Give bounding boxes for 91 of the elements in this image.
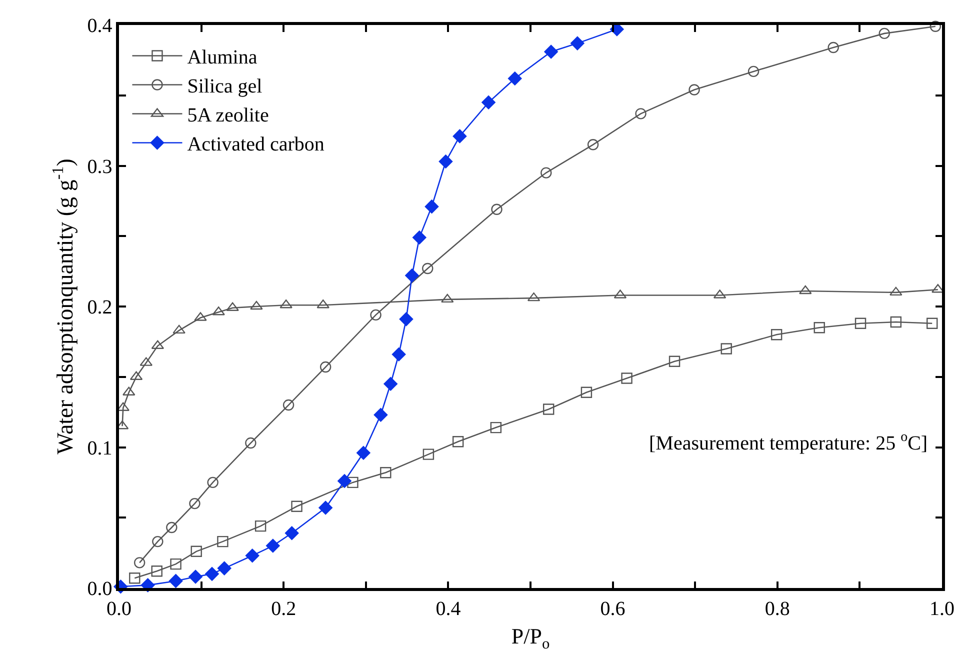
point [370, 309, 382, 321]
point [318, 500, 333, 515]
point [770, 329, 782, 340]
point [316, 299, 330, 308]
legend-label: 5A zeolite [187, 104, 269, 127]
y-tick-label: 0.4 [87, 15, 112, 37]
x-tick-label: 0.6 [600, 598, 626, 620]
point [890, 286, 902, 296]
point [226, 302, 239, 312]
point [890, 316, 902, 328]
point [404, 268, 420, 283]
point [854, 318, 866, 329]
x-tick-label: 1.0 [930, 598, 954, 620]
point [284, 526, 299, 540]
point [383, 376, 398, 392]
point [438, 154, 453, 169]
point [392, 347, 406, 362]
point [190, 546, 202, 558]
x-axis-title: P/P$_{o}$ [511, 624, 550, 652]
point [168, 574, 183, 588]
point [204, 566, 220, 582]
y-tick-label: 0.2 [87, 296, 112, 318]
legend-label: Activated carbon [187, 134, 324, 156]
point [490, 422, 502, 434]
point [587, 139, 599, 150]
point [337, 474, 352, 488]
point [320, 361, 332, 373]
point [491, 204, 502, 215]
point [380, 466, 392, 478]
point [266, 538, 280, 553]
point [254, 520, 266, 532]
point [151, 340, 164, 350]
point [452, 129, 467, 144]
point [280, 299, 292, 308]
y-tick-label: 0.3 [87, 156, 112, 178]
point [540, 167, 552, 178]
point [151, 566, 162, 577]
point [189, 498, 200, 510]
x-tick-label: 0.4 [436, 598, 461, 620]
point [570, 36, 585, 50]
x-tick-label: 0.0 [106, 598, 132, 620]
point [250, 300, 263, 310]
point [926, 318, 938, 329]
point [172, 324, 186, 334]
legend-label: Alumina [187, 46, 258, 69]
point [748, 66, 760, 78]
point [129, 572, 140, 584]
point [356, 446, 371, 460]
point [422, 448, 434, 460]
point [399, 312, 414, 326]
point [720, 343, 732, 354]
point [543, 404, 554, 415]
point [347, 476, 358, 488]
point [452, 436, 464, 448]
point [207, 476, 218, 488]
point [422, 262, 434, 274]
legend-label: Silica gel [187, 76, 263, 98]
point [814, 322, 825, 334]
point [217, 561, 232, 576]
point [374, 408, 388, 422]
point [170, 558, 182, 570]
point [166, 522, 178, 534]
point [508, 71, 522, 86]
y-tick-label: 0.0 [87, 578, 112, 600]
point [828, 42, 839, 54]
point [134, 557, 146, 568]
point [245, 437, 256, 449]
point [282, 399, 294, 411]
point [217, 536, 228, 548]
point [621, 372, 632, 384]
point [688, 84, 700, 96]
point [291, 500, 302, 512]
point [668, 356, 680, 367]
point [441, 294, 454, 303]
point [481, 95, 496, 110]
point [580, 386, 592, 398]
annotation: [Measurement temperature: 25 $^{o}$C] [649, 430, 928, 454]
point [527, 292, 540, 302]
point [544, 44, 558, 59]
point [878, 28, 890, 40]
point [799, 285, 812, 294]
x-tick-label: 0.2 [271, 598, 296, 620]
point [245, 548, 260, 563]
y-tick-label: 0.1 [87, 437, 112, 460]
x-tick-label: 0.8 [764, 598, 790, 620]
point [412, 230, 427, 245]
point [152, 536, 164, 548]
point [188, 570, 203, 584]
point [424, 199, 439, 214]
point [930, 20, 942, 32]
point [635, 108, 646, 120]
